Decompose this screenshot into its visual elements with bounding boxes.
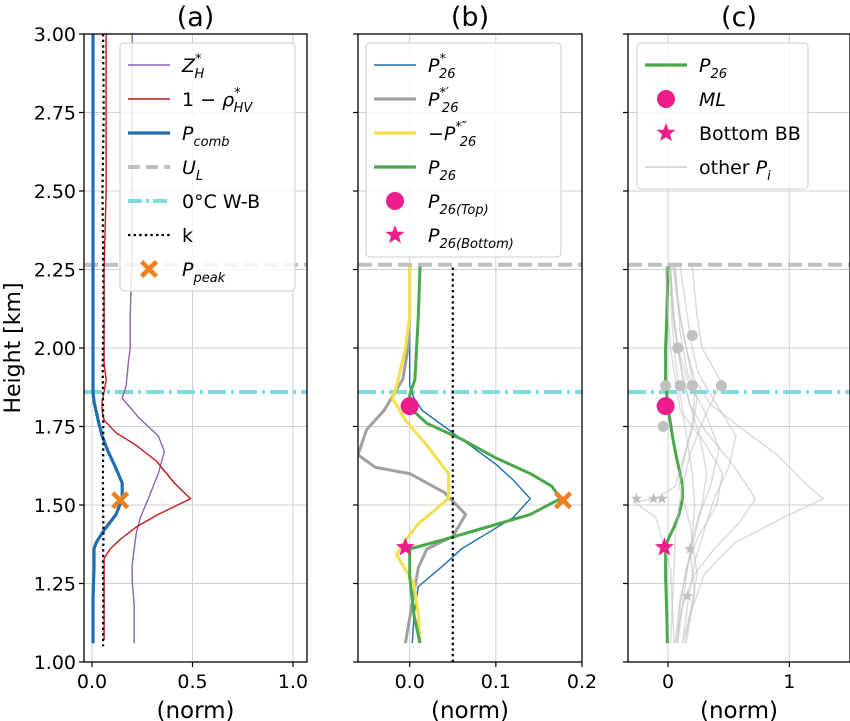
legend-box [119,42,296,292]
marker-dot [657,421,669,432]
marker-dot [686,380,698,392]
y-tick-label: 1.75 [34,417,76,439]
y-axis-label: Height [km] [1,282,26,413]
series-P26-0 [409,266,531,644]
legend-label: Bottom BB [699,123,801,145]
legend-label: other Pi [699,157,771,184]
series-Pcomb-2 [91,34,124,644]
marker-star [684,543,696,554]
legend-handle [386,192,404,210]
legend-label: P*′ 26 [428,86,458,116]
plot-content [628,262,850,644]
series-other-6 [633,266,698,644]
marker-star [681,590,694,601]
legend-label: Pcomb [182,123,230,150]
legend-box [636,42,809,190]
legend-label: P26(Bottom) [428,225,514,252]
marker-dot [660,380,672,392]
legend-label: Ppeak [182,259,226,286]
panel-title: (b) [451,2,489,33]
x-tick-label: 0.5 [177,671,207,693]
panel-b: (b) (norm) 0.0 0.1 0.2 P* 26 P*′ 26 −P*″ 26 P26 P26(… [353,2,597,721]
series-k-3 [101,34,105,647]
y-tick-label: 2.75 [34,103,76,125]
marker-peak [111,491,130,510]
marker-star [647,492,660,504]
legend-label: UL [182,157,203,184]
series-other-3 [679,266,737,644]
x-tick-label: 0.1 [481,671,511,693]
x-tick-label: 0 [662,671,674,693]
legend: P* 26 P*′ 26 −P*″ 26 P26 P26(Top) P26(Bottom) [365,42,562,258]
legend: Z* H 1 − ρ* HV Pcomb UL 0°C W-B k Ppeak [119,42,296,292]
legend-handle [656,123,676,142]
panels: (a) (norm) 0.0 0.5 1.0 1.00 1.25 1.50 1.75 2.00 2.… [34,2,850,721]
plot-content [358,262,582,662]
marker-dot [674,380,686,392]
y-tick-label: 1.25 [34,574,76,596]
x-tick-label: 1.0 [278,671,308,693]
legend-handle [385,225,405,244]
y-tick-label: 1.00 [34,652,76,674]
series-1HV-1 [101,34,192,640]
legend-label: 1 − ρ* HV [182,86,253,116]
marker-dot [686,329,698,341]
legend-label: P26 [699,55,727,82]
legend-box [365,42,562,258]
panel-title: (c) [721,2,757,33]
series-P26-1 [358,266,468,644]
x-tick-label: 0.0 [395,671,425,693]
panel-title: (a) [177,2,215,33]
legend-handle [140,260,158,278]
marker-star [656,492,668,504]
marker-dot [656,397,675,416]
legend: P26 ML Bottom BB other Pi [636,42,809,190]
x-tick-label: 1 [783,671,795,693]
legend-handle [657,90,675,108]
panel-c: (c) (norm) 0 1 P26 ML Bottom BB other Pi [623,2,850,721]
series-P26-3 [408,266,562,644]
marker-dot [400,397,419,416]
y-tick-label: 1.50 [34,495,76,517]
y-tick-label: 2.50 [34,181,76,203]
x-axis-label: (norm) [156,698,234,721]
x-tick-label: 0.2 [567,671,597,693]
legend-label: −P*″ 26 [428,120,476,150]
legend-label: 0°C W-B [182,191,260,213]
x-tick-label: 0.0 [77,671,107,693]
legend-label: Z* H [181,52,205,82]
marker-dot [715,380,727,392]
marker-star [630,492,643,504]
x-axis-label: (norm) [431,698,509,721]
x-axis-label: (norm) [700,698,778,721]
legend-label: k [182,225,193,247]
y-tick-label: 2.00 [34,338,76,360]
legend-label: P26(Top) [428,191,489,218]
legend-label: ML [699,89,726,111]
y-tick-label: 2.25 [34,260,76,282]
marker-star [654,537,674,556]
legend-label: P26 [428,157,456,184]
marker-star [395,537,415,556]
marker-dot [672,342,684,354]
marker-peak [554,491,573,510]
series-other-4 [669,266,723,644]
series-other-9 [664,266,724,644]
panel-a: (a) (norm) 0.0 0.5 1.0 1.00 1.25 1.50 1.75 2.00 2.… [34,2,308,721]
y-tick-label: 3.00 [34,24,76,46]
legend-label: P* 26 [428,52,456,82]
series-other-10 [669,266,696,644]
